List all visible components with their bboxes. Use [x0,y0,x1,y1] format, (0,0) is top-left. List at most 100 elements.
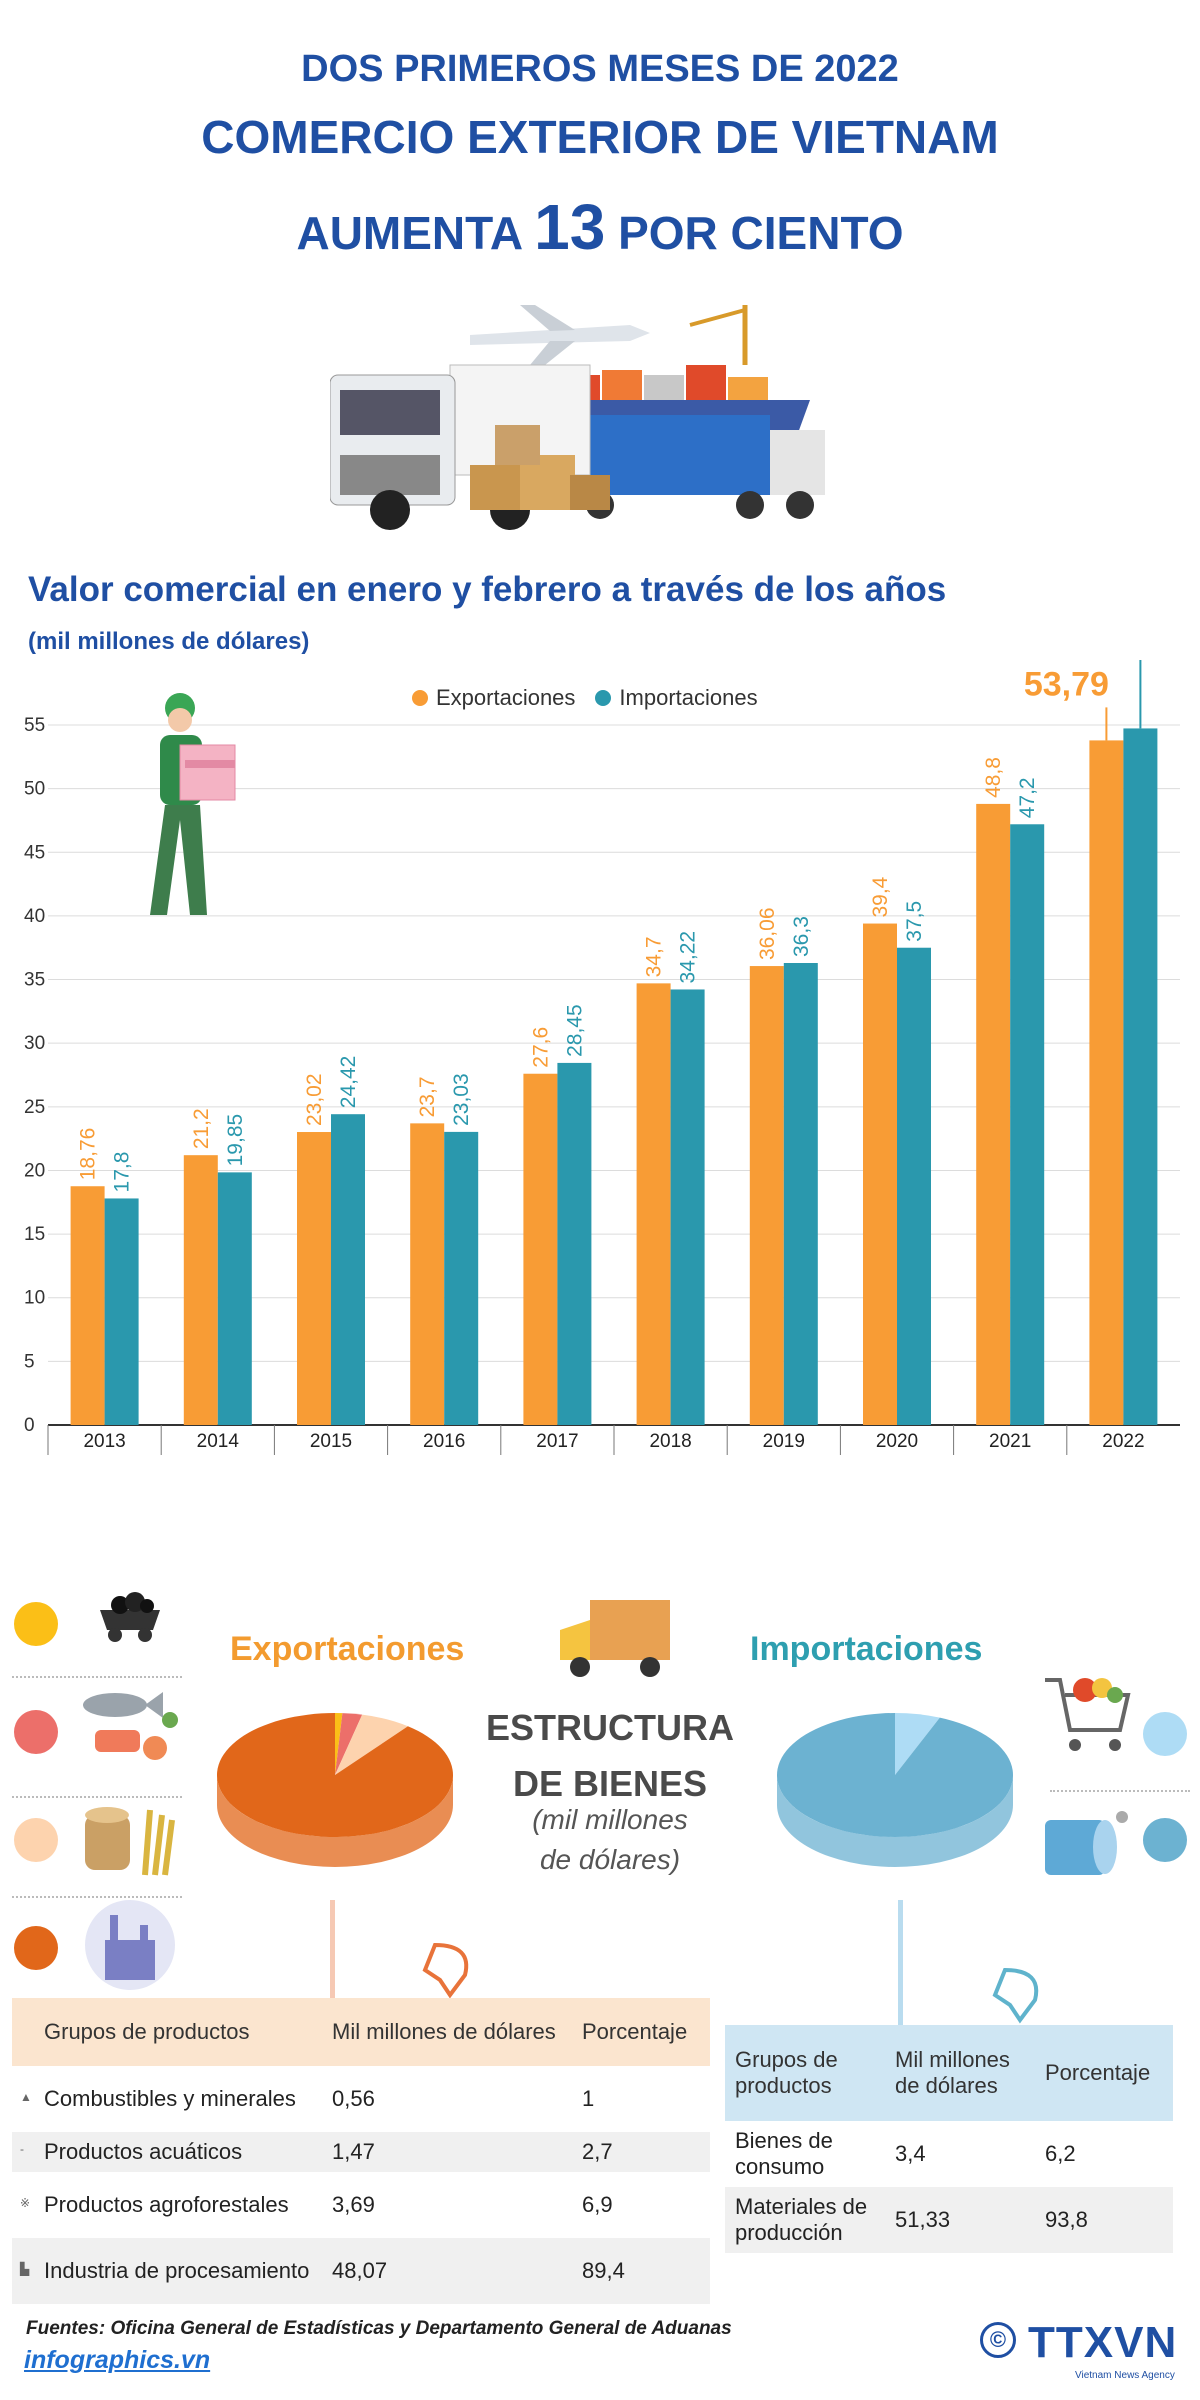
divider [12,1796,182,1798]
chart-legend: Exportaciones Importaciones [412,685,768,711]
product-group-cell: - Productos acuáticos [12,2132,322,2172]
fuel-icon: ▲ [20,2090,32,2104]
data-label: 23,7 [416,1076,439,1117]
column-header-groups: Grupos de productos [725,2025,885,2121]
x-tick-label: 2017 [536,1431,578,1452]
legend-swatch-imports [595,690,612,706]
product-group-cell: Bienes de consumo [735,2128,833,2179]
legend-label-exports: Exportaciones [436,685,576,710]
cell-text: Combustibles y minerales [44,2086,296,2111]
cell-text: Industria de procesamiento [44,2258,310,2283]
bar-exports [863,923,897,1425]
header-line-1: DOS PRIMEROS MESES DE 2022 [301,48,899,90]
percent-cell: 89,4 [572,2238,710,2304]
source-note: Fuentes: Oficina General de Estadísticas… [26,2318,732,2339]
data-label: 39,4 [869,876,892,917]
column-header-percent: Porcentaje [1035,2025,1173,2121]
data-label: 34,7 [643,936,666,977]
exports-title: Exportaciones [230,1630,465,1668]
data-label: 18,76 [77,1128,100,1181]
production-materials-color-dot [1143,1818,1187,1862]
bar-imports [331,1114,365,1425]
site-link[interactable]: infographics.vn [24,2346,211,2374]
data-label: 37,5 [903,901,926,942]
legend-item-exports: Exportaciones [412,685,575,711]
value-cell: 3,69 [332,2192,375,2217]
table-row: ※ Productos agroforestales 3,69 6,9 [12,2172,710,2238]
exports-connector [330,1900,335,2000]
header-line-3-post: POR CIENTO [605,207,904,259]
bar-imports [783,963,818,1425]
table-row: ▲ Combustibles y minerales 0,56 1 [12,2066,710,2132]
pie-slice [217,1713,453,1837]
shopping-cart-icon [1045,1678,1131,1751]
legend-swatch-exports [412,690,428,706]
data-label: 17,8 [111,1152,134,1193]
y-tick-label: 20 [24,1160,45,1181]
x-tick-label: 2015 [310,1431,352,1452]
data-label: 36,3 [790,916,813,957]
value-cell: 0,56 [332,2086,375,2111]
product-group-cell: ▲ Combustibles y minerales [12,2066,322,2132]
wheat-icon: ※ [20,2196,31,2210]
percent-cell: 6,9 [582,2192,613,2217]
legend-item-imports: Importaciones [595,685,758,711]
exports-table-header: Grupos de productos Mil millones de dóla… [12,1998,710,2066]
chart-subtitle: (mil millones de dólares) [28,628,310,655]
product-group-cell: ▙ Industria de procesamiento [12,2238,322,2304]
data-label: 19,85 [224,1114,247,1167]
header-line-3: AUMENTA 13 POR CIENTO [0,190,1200,264]
product-group-cell: ※ Productos agroforestales [12,2172,322,2238]
bar-imports [897,947,931,1425]
structure-title-line-1: ESTRUCTURA [486,1707,734,1748]
value-cell: 1,47 [322,2132,572,2172]
agency-subtitle: Vietnam News Agency [1075,2370,1175,2381]
percent-cell: 6,2 [1045,2141,1076,2166]
structure-unit: (mil millones de dólares) [480,1800,740,1880]
bar-exports [70,1186,105,1425]
structure-unit-line-1: (mil millones [532,1804,688,1835]
value-cell: 3,4 [895,2141,926,2166]
imports-table: Grupos de productos Mil millones de dóla… [725,2025,1173,2253]
pie-slice [895,1713,940,1775]
cell-text: Productos acuáticos [44,2139,243,2164]
x-tick-label: 2022 [1102,1431,1144,1452]
aquatic-color-dot [14,1710,58,1754]
bar-imports [670,989,705,1425]
factory-icon: ▙ [20,2262,30,2276]
y-tick-label: 35 [24,970,45,991]
bar-exports [297,1132,331,1425]
value-cell: 51,33 [885,2187,1035,2253]
bar-imports [444,1131,479,1425]
data-label: 24,42 [337,1056,360,1109]
consumer-goods-color-dot [1143,1712,1187,1756]
x-tick-label: 2020 [876,1431,918,1452]
data-label: 34,22 [677,931,700,984]
cell-text: Productos agroforestales [44,2192,289,2217]
data-label: 53,79 [1024,665,1109,703]
bar-exports [636,983,671,1425]
y-tick-label: 15 [24,1224,45,1245]
x-tick-label: 2014 [197,1431,240,1452]
agroforestry-color-dot [14,1818,58,1862]
agency-logo: TTXVN [1028,2318,1178,2367]
y-tick-label: 10 [24,1288,45,1309]
data-label: 47,2 [1016,777,1039,818]
pie-slice [335,1713,343,1775]
x-tick-label: 2019 [763,1431,805,1452]
fish-seafood-icon [83,1692,178,1760]
fuel-minerals-color-dot [14,1602,58,1646]
bar-exports [183,1155,218,1425]
exports-table: Grupos de productos Mil millones de dóla… [12,1998,710,2304]
data-label: 36,06 [756,907,779,960]
x-tick-label: 2013 [83,1431,125,1452]
percent-cell: 2,7 [572,2132,710,2172]
wood-wheat-icon [85,1807,175,1876]
bar-imports [1010,824,1045,1425]
bar-imports [1123,728,1158,1425]
x-tick-label: 2016 [423,1431,465,1452]
column-header-value: Mil millones de dólares [322,1998,572,2066]
pie-side [777,1775,1013,1867]
bar-imports [104,1198,139,1425]
data-label: 28,45 [563,1004,586,1057]
